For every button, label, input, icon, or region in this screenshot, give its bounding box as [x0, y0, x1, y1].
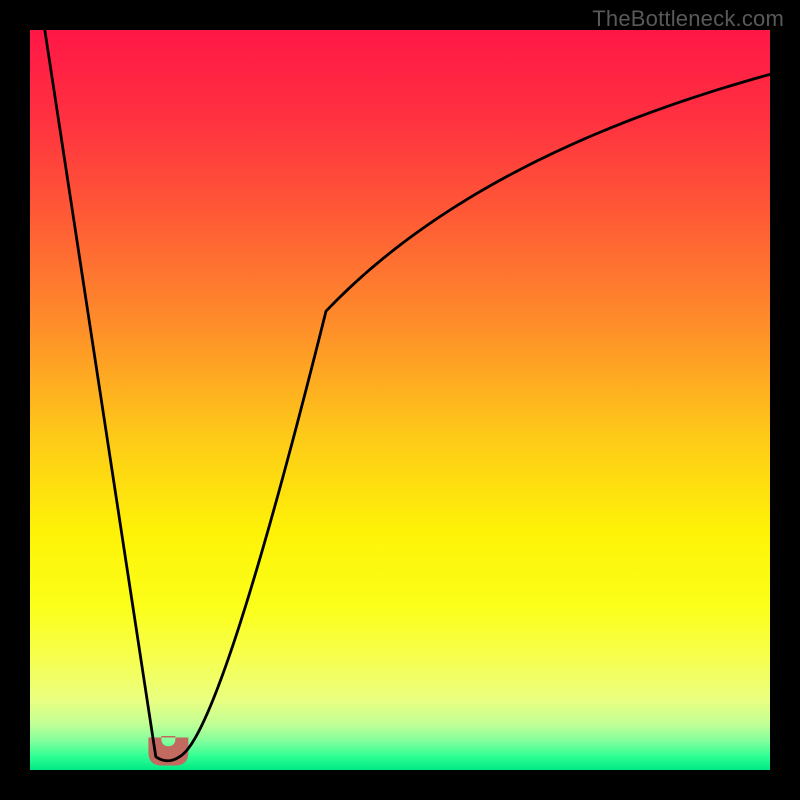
watermark-text: TheBottleneck.com — [592, 6, 784, 32]
bottleneck-chart — [0, 0, 800, 800]
